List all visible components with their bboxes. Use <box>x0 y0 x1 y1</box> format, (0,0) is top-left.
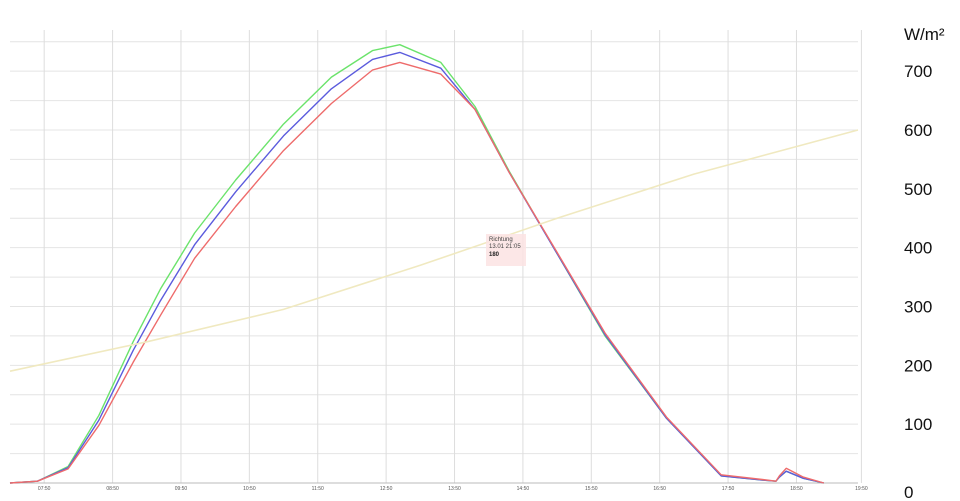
y-tick-label: 0 <box>904 483 913 501</box>
x-tick-label: 17:50 <box>722 486 735 492</box>
y-tick-label: 100 <box>904 415 932 434</box>
series-group <box>9 44 859 484</box>
chart-grid <box>10 30 862 484</box>
tooltip-box <box>486 234 526 266</box>
series-line-3 <box>9 61 824 484</box>
x-tick-label: 09:50 <box>175 486 188 492</box>
value-tooltip: Richtung 13.01 21:05 180 <box>486 234 526 266</box>
series-line-2 <box>9 51 824 484</box>
x-tick-label: 10:50 <box>243 486 256 492</box>
x-tick-label: 12:50 <box>380 486 393 492</box>
x-tick-label: 08:50 <box>106 486 119 492</box>
y-axis: W/m² 0 100 200 300 400 500 600 700 <box>904 25 945 501</box>
x-tick-label: 18:50 <box>790 486 803 492</box>
y-tick-label: 700 <box>904 62 932 81</box>
x-tick-label: 16:50 <box>653 486 666 492</box>
y-tick-label: 200 <box>904 356 932 375</box>
y-tick-label: 500 <box>904 180 932 199</box>
x-tick-label: 13:50 <box>448 486 461 492</box>
series-line-1 <box>9 44 824 484</box>
y-axis-unit-label: W/m² <box>904 25 945 44</box>
x-tick-label: 15:50 <box>585 486 598 492</box>
tooltip-line-2: 13.01 21:05 <box>489 244 521 250</box>
x-tick-label: 07:50 <box>38 486 51 492</box>
tooltip-line-1: Richtung <box>489 237 513 243</box>
tooltip-value: 180 <box>489 252 500 258</box>
y-tick-label: 300 <box>904 298 932 317</box>
y-tick-label: 600 <box>904 121 932 140</box>
x-axis: 07:50 08:50 09:50 10:50 11:50 12:50 13:50 14:50… <box>38 486 868 492</box>
series-line-4 <box>9 129 859 372</box>
x-tick-label: 19:50 <box>855 486 868 492</box>
x-tick-label: 11:50 <box>312 486 324 492</box>
x-tick-label: 14:50 <box>517 486 530 492</box>
y-tick-label: 400 <box>904 239 932 258</box>
